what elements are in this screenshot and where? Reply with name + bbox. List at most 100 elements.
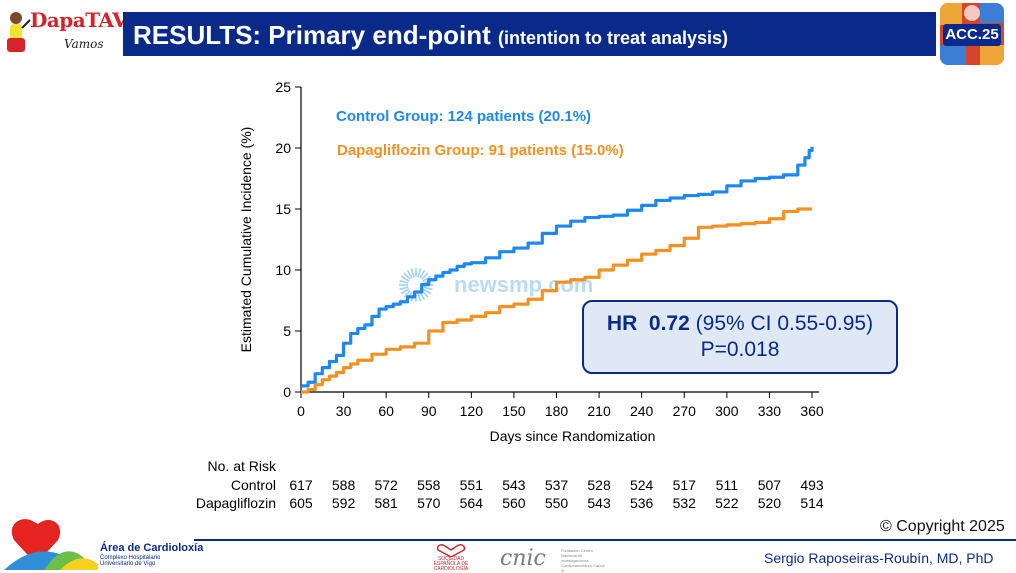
watermark-ray	[406, 269, 413, 279]
x-axis-label: Days since Randomization	[490, 428, 656, 444]
y-tick-label: 10	[275, 262, 291, 278]
hazard-ratio-box: HR 0.72 (95% CI 0.55-0.95) P=0.018	[582, 300, 898, 374]
copyright: © Copyright 2025	[880, 518, 1005, 535]
x-tick-label: 270	[673, 403, 697, 419]
watermark: newsmp.com	[399, 268, 593, 302]
dapatavi-logo: DapaTAVI Vamos	[0, 4, 136, 56]
y-tick-label: 0	[283, 384, 291, 400]
risk-cell: 560	[502, 495, 526, 511]
risk-cell: 520	[758, 495, 782, 511]
watermark-ray	[399, 286, 409, 291]
hr-value: 0.72	[648, 312, 690, 335]
x-tick-label: 360	[800, 403, 824, 419]
watermark-text: newsmp.com	[454, 272, 593, 297]
risk-cell: 572	[374, 477, 398, 493]
hr-label: HR	[606, 312, 638, 335]
watermark-ray	[403, 290, 411, 298]
page-title: RESULTS: Primary end-point (intention to…	[133, 20, 728, 51]
risk-cell: 514	[800, 495, 824, 511]
risk-cell: 522	[715, 495, 739, 511]
risk-cell: 536	[630, 495, 654, 511]
risk-cell: 564	[460, 495, 484, 511]
x-tick-label: 120	[460, 403, 484, 419]
tennis-player-icon	[7, 12, 31, 52]
legend-control: Control Group: 124 patients (20.1%)	[336, 108, 591, 125]
x-tick-label: 90	[421, 403, 437, 419]
p-value: P=0.018	[700, 338, 780, 361]
acc-logo-art-icon	[940, 3, 1004, 65]
watermark-ray	[410, 268, 415, 278]
area-title: Área de Cardioloxía	[100, 542, 204, 554]
page-title-sub: (intention to treat analysis)	[498, 28, 729, 48]
cnic-logo: cnic	[500, 546, 546, 571]
series-control-line	[301, 146, 814, 388]
brand-sub: Vamos	[64, 37, 104, 51]
y-axis-label: Estimated Cumulative Incidence (%)	[238, 127, 254, 353]
watermark-ray	[400, 288, 410, 295]
x-tick-label: 60	[378, 403, 394, 419]
hr-line: HR 0.72 (95% CI 0.55-0.95)	[584, 312, 896, 336]
y-tick-label: 15	[275, 201, 291, 217]
risk-cell: 507	[758, 477, 782, 493]
brand-name: DapaTAVI	[30, 8, 136, 32]
x-tick-label: 240	[630, 403, 654, 419]
watermark-ray	[422, 275, 432, 282]
risk-cell: 537	[545, 477, 569, 493]
risk-row-label: Control	[231, 477, 276, 493]
risk-cell: 581	[374, 495, 398, 511]
watermark-ray	[417, 292, 422, 302]
y-tick-label: 5	[283, 323, 291, 339]
watermark-ray	[423, 286, 433, 291]
cnic-sub: Fundación Centro Nacional de Investigaci…	[561, 548, 605, 573]
legend-dapagliflozin: Dapagliflozin Group: 91 patients (15.0%)	[337, 142, 624, 159]
risk-cell: 588	[332, 477, 356, 493]
risk-cell: 543	[587, 495, 611, 511]
series-dapagliflozin-line	[301, 207, 812, 394]
watermark-ray	[403, 272, 411, 280]
watermark-ray	[422, 288, 432, 295]
watermark-ray	[399, 279, 409, 284]
risk-cell: 543	[502, 477, 526, 493]
risk-cell: 617	[289, 477, 313, 493]
watermark-icon	[399, 268, 433, 302]
risk-cell: 517	[673, 477, 697, 493]
x-tick-label: 210	[587, 403, 611, 419]
risk-cell: 558	[417, 477, 441, 493]
risk-cell: 592	[332, 495, 356, 511]
risk-cell: 570	[417, 495, 441, 511]
area-sub: Complexo Hospitalario Universitario de V…	[100, 555, 160, 567]
risk-cell: 532	[673, 495, 697, 511]
title-banner: RESULTS: Primary end-point (intention to…	[123, 12, 936, 56]
risk-cell: 550	[545, 495, 569, 511]
risk-cell: 493	[800, 477, 824, 493]
x-tick-label: 30	[336, 403, 352, 419]
y-tick-label: 25	[275, 79, 291, 95]
y-tick-label: 20	[275, 140, 291, 156]
watermark-ray	[421, 272, 429, 280]
area-sub-line2: Universitario de Vigo	[100, 561, 156, 567]
x-tick-label: 330	[758, 403, 782, 419]
risk-cell: 605	[289, 495, 313, 511]
risk-table-title: No. at Risk	[208, 458, 277, 474]
hr-ci: (95% CI 0.55-0.95)	[695, 312, 874, 335]
risk-cell: 511	[716, 477, 739, 493]
x-tick-label: 150	[502, 403, 526, 419]
sec-heart-icon	[436, 544, 466, 557]
risk-cell: 528	[587, 477, 611, 493]
heart-landscape-icon	[4, 519, 98, 570]
area-sub-line1: Complexo Hospitalario	[100, 555, 161, 561]
km-chart: newsmp.com 0 30 60 90 120 150 180 210 240 270 300 3…	[196, 79, 824, 511]
acc-logo-label: ACC.25	[943, 24, 1001, 46]
sec-text: SOCIEDAD ESPAÑOLA DE CARDIOLOGÍA	[433, 556, 469, 572]
risk-row-label: Dapagliflozin	[196, 495, 276, 511]
x-tick-label: 180	[545, 403, 569, 419]
watermark-ray	[400, 275, 410, 282]
author: Sergio Raposeiras-Roubín, MD, PhD	[764, 550, 994, 566]
area-cardiologia-logo: Área de Cardioloxía Complexo Hospitalari…	[4, 516, 203, 570]
page-title-main: RESULTS: Primary end-point	[133, 20, 491, 50]
watermark-ray	[417, 268, 422, 278]
x-tick-label: 0	[297, 403, 305, 419]
footer-divider	[194, 539, 1016, 541]
risk-cell: 524	[630, 477, 654, 493]
x-tick-label: 300	[715, 403, 739, 419]
